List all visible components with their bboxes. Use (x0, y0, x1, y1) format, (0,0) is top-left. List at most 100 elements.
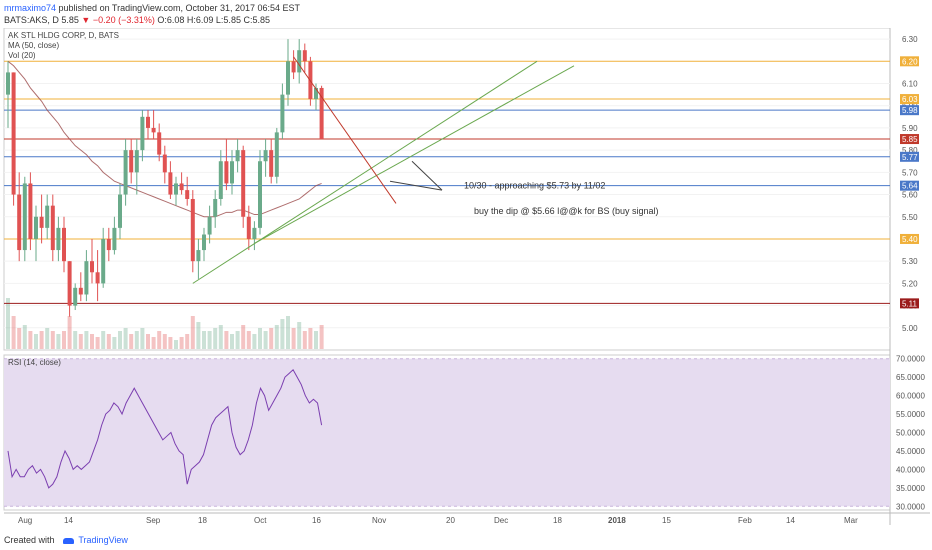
candle-body (90, 261, 94, 273)
candle-body (151, 127, 156, 133)
projection-line (293, 56, 397, 204)
level-label-bg (900, 151, 919, 162)
price-tick-label: 5.60 (902, 191, 918, 200)
volume-bar (22, 325, 27, 349)
volume-bar (308, 328, 313, 349)
price-change: ▼ −0.20 (−3.31%) (81, 15, 155, 25)
publish-text: published on TradingView.com, October 31… (58, 3, 301, 13)
candle-body (123, 150, 128, 195)
volume-bar (230, 334, 234, 349)
volume-bar (274, 325, 279, 349)
candle-body (39, 216, 44, 228)
level-label: 5.40 (902, 235, 918, 244)
volume-bar (174, 340, 178, 349)
volume-bar (224, 331, 229, 349)
ohlc-values: O:6.08 H:6.09 L:5.85 C:5.85 (157, 15, 270, 25)
author-link[interactable]: mrmaximo74 (4, 3, 57, 13)
candle-body (274, 132, 279, 177)
rsi-tick-label: 60.0000 (896, 392, 925, 401)
trend-line (254, 65, 575, 244)
candle-body (78, 287, 83, 295)
candle-body (269, 150, 274, 177)
candle-body (202, 234, 206, 251)
volume-bar (84, 331, 89, 349)
rsi-tick-label: 30.0000 (896, 502, 925, 511)
volume-bar (269, 328, 274, 349)
candle-body (106, 238, 111, 251)
rsi-tick-label: 40.0000 (896, 465, 925, 474)
volume-bar (118, 331, 122, 349)
rsi-tick-label: 55.0000 (896, 410, 925, 419)
candle-body (207, 216, 212, 235)
candle-body (17, 194, 22, 251)
volume-bar (218, 325, 223, 349)
level-label: 5.64 (902, 182, 918, 191)
volume-bar (17, 328, 22, 349)
candle-body (34, 216, 38, 239)
level-label-bg (900, 134, 919, 145)
x-tick-label: 14 (64, 516, 73, 525)
volume-bar (190, 316, 195, 349)
candle-body (168, 172, 173, 195)
volume-bar (101, 331, 106, 349)
level-label-bg (900, 56, 919, 67)
volume-bar (291, 328, 296, 349)
candle-body (213, 198, 218, 217)
chart-area[interactable]: 6.306.106.005.905.805.705.605.505.305.20… (2, 28, 930, 548)
volume-bar (134, 331, 139, 349)
rsi-tick-label: 70.0000 (896, 355, 925, 364)
volume-bar (112, 337, 117, 349)
candle-body (314, 87, 318, 100)
annotation-arrow (389, 180, 443, 191)
level-label-bg (900, 233, 919, 244)
level-label-bg (900, 94, 919, 105)
price-tick-label: 5.30 (902, 257, 918, 266)
candle-body (95, 272, 100, 284)
candle-body (319, 87, 324, 140)
rsi-tick-label: 65.0000 (896, 373, 925, 382)
volume-bar (235, 331, 240, 349)
candle-body (258, 161, 262, 228)
candle-body (196, 250, 201, 262)
symbol-label: BATS:AKS, D (4, 15, 59, 25)
volume-bar (50, 331, 55, 349)
tradingview-link[interactable]: TradingView (78, 535, 128, 545)
price-tick-label: 5.70 (902, 168, 918, 177)
candle-body (50, 205, 55, 251)
vol-legend: Vol (20) (8, 51, 36, 60)
x-tick-label: Mar (844, 516, 858, 525)
tradingview-logo-icon (63, 537, 75, 544)
x-tick-label: 18 (553, 516, 562, 525)
candle-body (235, 150, 240, 162)
level-label: 6.03 (902, 95, 918, 104)
volume-bar (297, 322, 302, 349)
candle-body (302, 50, 307, 62)
rsi-line (7, 368, 323, 489)
ma-legend: MA (50, close) (8, 41, 59, 50)
rsi-tick-label: 35.0000 (896, 484, 925, 493)
volume-bar (241, 325, 246, 349)
level-label: 6.20 (902, 57, 918, 66)
candle-body (230, 161, 234, 184)
candle-body (218, 161, 223, 199)
candle-body (162, 154, 167, 173)
volume-bar (207, 331, 212, 349)
candle-body (112, 227, 117, 251)
candle-body (246, 216, 251, 239)
volume-bar (6, 298, 10, 349)
volume-bar (162, 334, 167, 349)
volume-bar (146, 334, 150, 349)
level-label-bg (900, 180, 919, 191)
x-tick-label: Nov (372, 516, 386, 525)
last-price: 5.85 (61, 15, 79, 25)
x-tick-label: 15 (662, 516, 671, 525)
volume-bar (11, 316, 16, 349)
price-panel (3, 28, 891, 351)
volume-bar (286, 316, 290, 349)
volume-bar (179, 337, 184, 349)
price-tick-label: 5.90 (902, 124, 918, 133)
rsi-legend: RSI (14, close) (8, 358, 61, 367)
volume-bar (78, 334, 83, 349)
level-label: 5.11 (902, 299, 918, 308)
chart-svg[interactable]: 6.306.106.005.905.805.705.605.505.305.20… (2, 28, 930, 548)
